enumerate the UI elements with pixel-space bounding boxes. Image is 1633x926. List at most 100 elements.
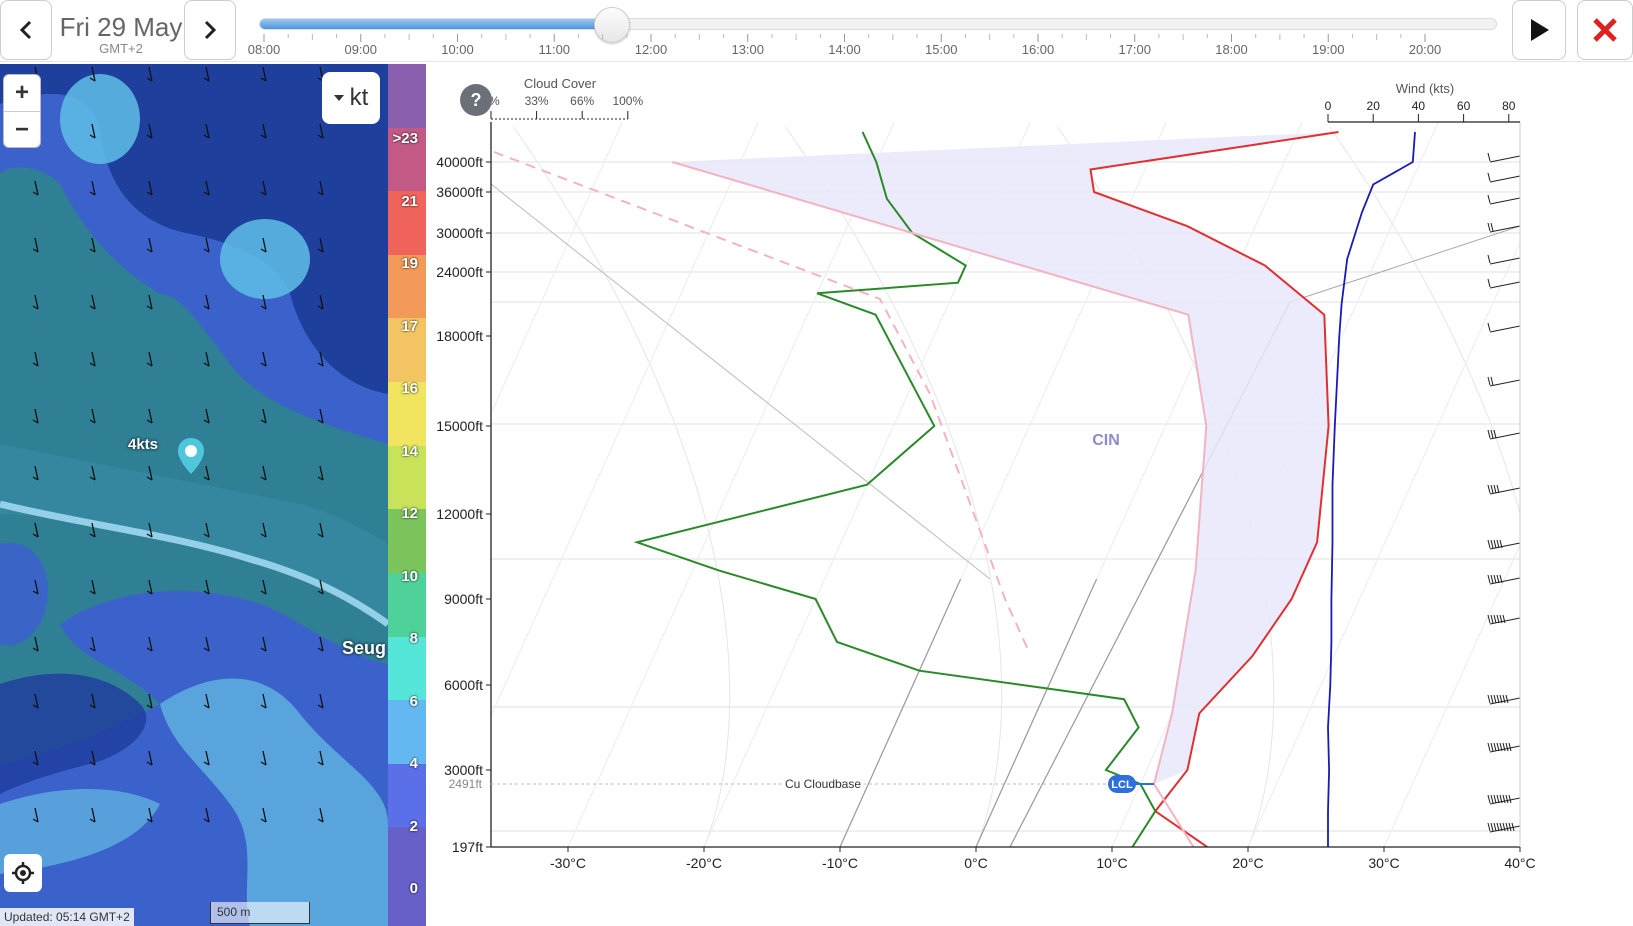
time-label[interactable]: 09:00 bbox=[344, 42, 378, 57]
wind-arrow-head bbox=[317, 419, 324, 424]
time-slider-handle[interactable] bbox=[593, 7, 630, 43]
wind-tick-label: 40 bbox=[1412, 99, 1426, 113]
wind-arrow-icon bbox=[89, 351, 96, 367]
wind-barb-shaft bbox=[1489, 432, 1521, 440]
time-label[interactable]: 12:00 bbox=[634, 42, 668, 57]
caret-down-icon bbox=[333, 95, 344, 101]
y-tick-label: 24000ft bbox=[436, 264, 483, 280]
isotherm-line bbox=[491, 122, 623, 415]
wind-barb-flag bbox=[1487, 376, 1491, 386]
close-button[interactable] bbox=[1577, 0, 1633, 60]
wind-barb-flag bbox=[1490, 574, 1494, 584]
wind-map[interactable]: + − kt 4kts Seug 500 m Updated: 05:14 GM… bbox=[0, 64, 388, 926]
wind-arrow-head bbox=[146, 362, 153, 367]
skew-t-chart: 40000ft 36000ft 30000ft 24000ft 18000ft 15000… bbox=[430, 64, 1630, 926]
wind-arrow-icon bbox=[146, 237, 153, 253]
wind-barb-flag bbox=[1502, 794, 1506, 804]
locate-icon bbox=[12, 862, 34, 884]
zoom-out-button[interactable]: − bbox=[4, 111, 40, 147]
wind-arrow-head bbox=[260, 77, 267, 82]
play-button[interactable] bbox=[1512, 0, 1566, 60]
wind-barb-flag bbox=[1499, 614, 1503, 624]
play-icon bbox=[1531, 19, 1549, 41]
wind-barb-icon bbox=[1487, 278, 1521, 289]
zoom-control: + − bbox=[3, 74, 41, 148]
cloud-cover-tick-label: 33% bbox=[525, 94, 549, 108]
wind-arrow-head bbox=[32, 647, 39, 652]
legend-label: 4 bbox=[409, 755, 418, 772]
wind-arrow-head bbox=[317, 647, 324, 652]
wind-barb-flag bbox=[1490, 429, 1494, 439]
wind-barb-flag bbox=[1499, 822, 1503, 832]
y-tick-label: 3000ft bbox=[444, 762, 483, 778]
legend-label: 2 bbox=[409, 817, 418, 835]
zoom-in-button[interactable]: + bbox=[14, 79, 29, 106]
wind-arrow-icon bbox=[260, 750, 267, 766]
wind-map-layer bbox=[0, 64, 388, 926]
time-label[interactable]: 17:00 bbox=[1118, 42, 1152, 57]
unit-selector[interactable]: kt bbox=[322, 72, 380, 124]
cloud-cover-title: Cloud Cover bbox=[524, 76, 597, 91]
wind-arrow-head bbox=[146, 77, 153, 82]
wind-arrow-icon bbox=[146, 66, 153, 82]
wind-arrow-shaft bbox=[205, 66, 210, 82]
wind-arrow-head bbox=[89, 305, 96, 310]
wind-barb-flag bbox=[1502, 742, 1506, 752]
legend-label: 21 bbox=[401, 192, 418, 210]
wind-arrow-icon bbox=[32, 408, 39, 424]
wind-arrow-shaft bbox=[205, 750, 210, 766]
location-pin-icon[interactable] bbox=[176, 436, 206, 476]
time-label[interactable]: 14:00 bbox=[828, 42, 861, 57]
time-label[interactable]: 08:00 bbox=[247, 42, 281, 57]
wind-arrow-shaft bbox=[34, 237, 39, 253]
wind-arrow-icon bbox=[146, 693, 153, 709]
time-label[interactable]: 16:00 bbox=[1021, 42, 1055, 57]
wind-barb-flag bbox=[1502, 694, 1506, 704]
wind-arrow-head bbox=[89, 362, 96, 367]
wind-arrow-head bbox=[317, 590, 324, 595]
wind-barb-flag bbox=[1487, 794, 1491, 804]
wind-arrow-icon bbox=[89, 636, 96, 652]
time-label[interactable]: 19:00 bbox=[1311, 42, 1345, 57]
locate-button[interactable] bbox=[4, 854, 42, 892]
cin-label: CIN bbox=[1092, 432, 1120, 449]
wind-arrow-head bbox=[203, 704, 210, 709]
dewpoint-line bbox=[633, 131, 1157, 847]
wind-barb-flag bbox=[1490, 822, 1494, 832]
wind-arrow-shaft bbox=[319, 807, 324, 823]
wind-arrow-head bbox=[146, 704, 153, 709]
previous-day-button[interactable] bbox=[0, 0, 52, 60]
wind-arrow-head bbox=[89, 419, 96, 424]
wind-arrow-icon bbox=[260, 522, 267, 538]
time-slider-track[interactable] bbox=[259, 18, 1497, 30]
wind-arrow-shaft bbox=[148, 66, 153, 82]
adiabat-line bbox=[785, 126, 1003, 847]
time-label[interactable]: 13:00 bbox=[731, 42, 765, 57]
wind-arrow-head bbox=[89, 761, 96, 766]
adiabat-line bbox=[1602, 127, 1630, 847]
wind-speed-line bbox=[1327, 131, 1416, 847]
legend-swatch bbox=[388, 127, 426, 193]
time-label[interactable]: 11:00 bbox=[538, 42, 571, 57]
plot-area bbox=[491, 122, 1630, 847]
wind-arrow-icon bbox=[317, 237, 324, 253]
time-label[interactable]: 18:00 bbox=[1215, 42, 1248, 57]
wind-arrow-icon bbox=[146, 579, 153, 595]
wind-barb-flag bbox=[1493, 614, 1497, 624]
time-label[interactable]: 20:00 bbox=[1408, 42, 1442, 57]
wind-arrow-head bbox=[32, 476, 39, 481]
next-day-button[interactable] bbox=[184, 0, 236, 60]
wind-arrow-shaft bbox=[262, 750, 267, 766]
wind-arrow-shaft bbox=[262, 693, 267, 709]
time-label[interactable]: 10:00 bbox=[441, 42, 474, 57]
lcl-label: LCL bbox=[1111, 779, 1133, 791]
wind-arrow-head bbox=[89, 476, 96, 481]
wind-arrow-icon bbox=[203, 636, 210, 652]
time-slider[interactable]: 08:00 09:00 10:00 11:00 12:00 13:00 14:00 15:00… bbox=[248, 0, 1505, 62]
x-tick-label: 30°C bbox=[1368, 855, 1399, 871]
wind-arrow-head bbox=[89, 818, 96, 823]
wind-arrow-shaft bbox=[34, 807, 39, 823]
time-label[interactable]: 15:00 bbox=[924, 42, 958, 57]
cloud-cover-tick-label: 100% bbox=[612, 94, 643, 108]
help-button[interactable]: ? bbox=[460, 84, 492, 116]
